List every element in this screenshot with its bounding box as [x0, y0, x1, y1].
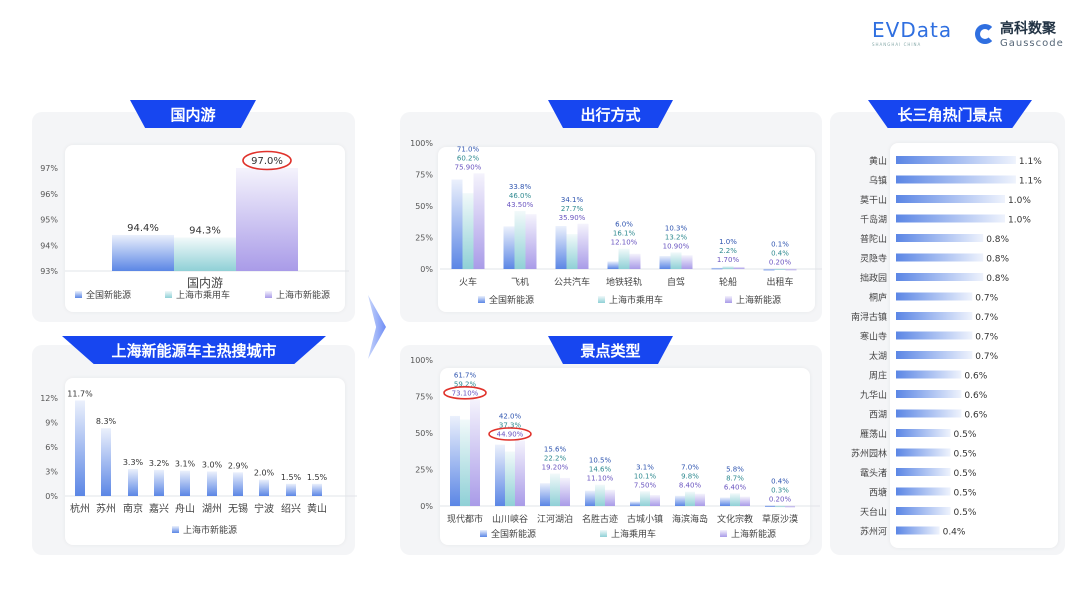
card-cities: [65, 378, 345, 545]
title-transport: 出行方式: [548, 100, 673, 128]
title-scenic: 景点类型: [548, 336, 673, 364]
gausscode-logo: 高科数聚 Gausscode: [975, 18, 1064, 49]
card-scenic: [440, 368, 810, 545]
gausscode-mark-icon: [975, 23, 995, 44]
card-domestic: [65, 145, 345, 312]
card-hotspots: [890, 143, 1058, 548]
card-transport: [438, 147, 815, 312]
evdata-logo-text: EVData: [872, 18, 953, 42]
title-cities: 上海新能源车主热搜城市: [62, 336, 326, 364]
evdata-logo-sub: SHANGHAI CHINA: [872, 42, 922, 47]
gausscode-cn: 高科数聚: [1000, 21, 1056, 37]
flow-arrow-icon: [368, 295, 386, 359]
gausscode-en: Gausscode: [1000, 38, 1064, 49]
evdata-logo: EVData SHANGHAI CHINA: [872, 18, 952, 47]
title-domestic: 国内游: [130, 100, 256, 128]
title-hotspots: 长三角热门景点: [868, 100, 1032, 128]
